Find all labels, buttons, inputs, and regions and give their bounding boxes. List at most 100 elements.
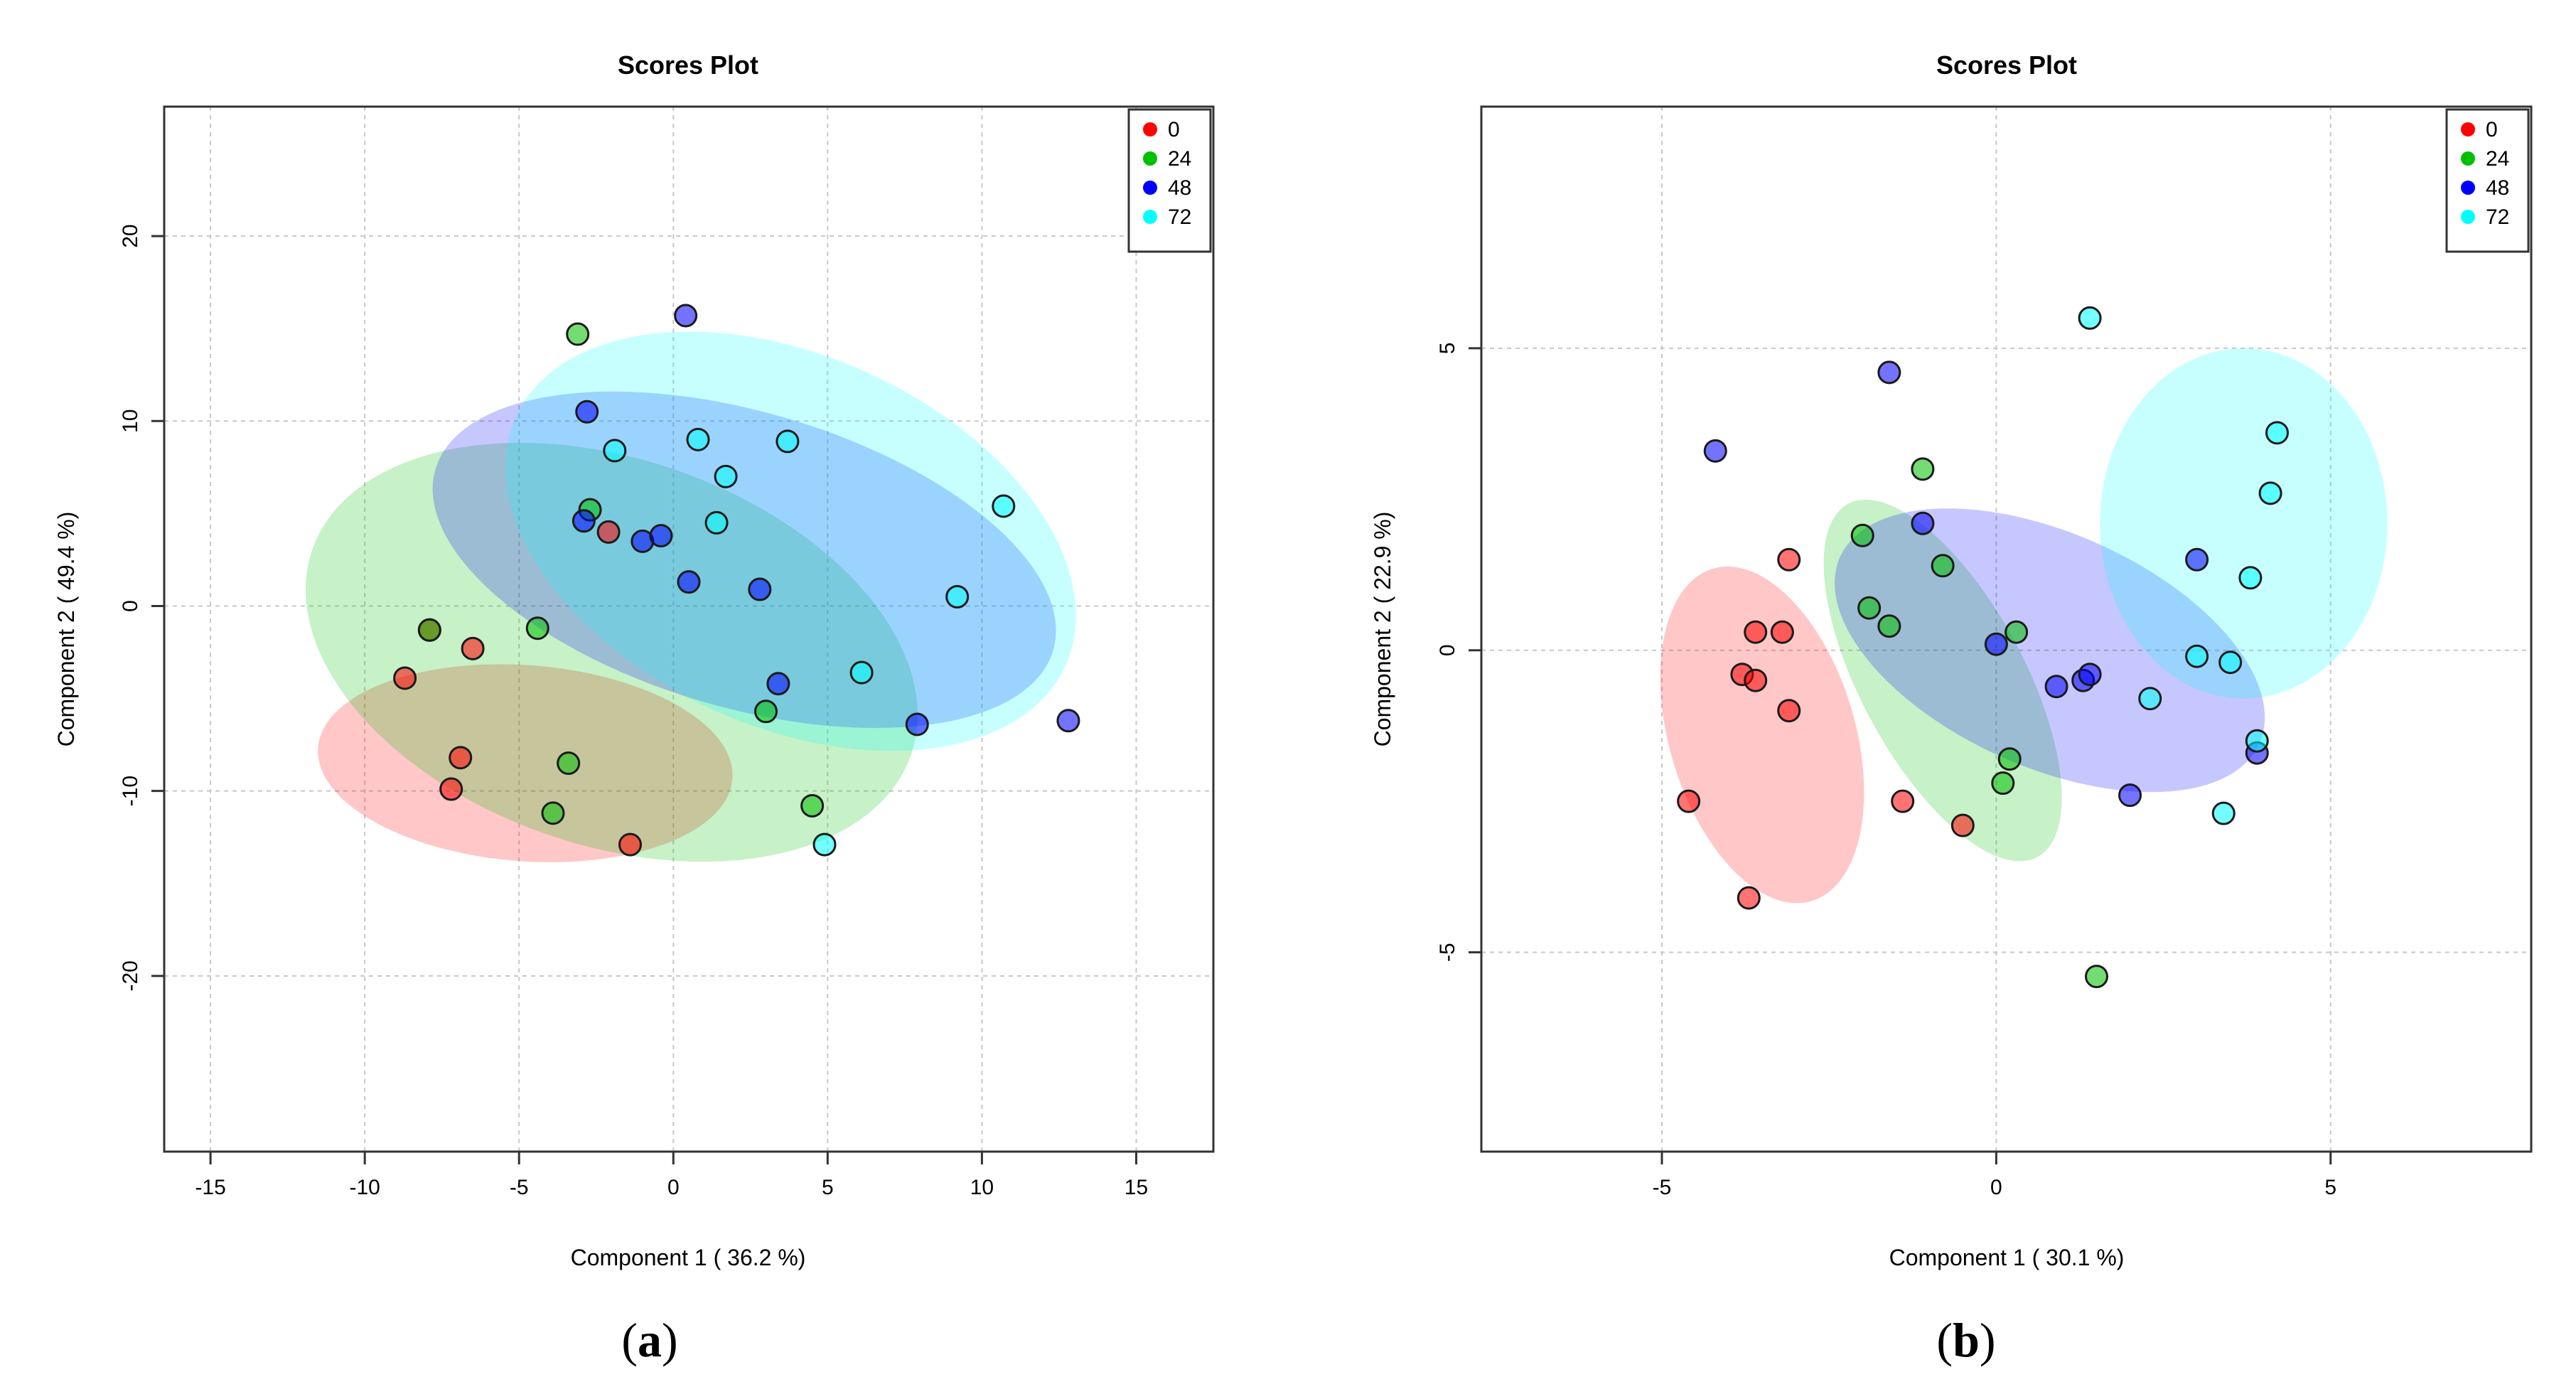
point-group-48 [571, 509, 596, 533]
point-group-48 [766, 672, 790, 696]
point-group-0 [1770, 620, 1794, 644]
point-group-48 [2078, 663, 2102, 687]
x-tick-label: -5 [510, 1176, 529, 1199]
panel-label-b: (b) [1936, 1313, 1995, 1367]
point-group-24 [2005, 620, 2029, 644]
ellipse-group-0 [1660, 567, 1864, 904]
point-group-24 [525, 616, 549, 640]
point-group-72 [603, 439, 627, 463]
point-group-24 [800, 793, 825, 818]
point-group-24 [1991, 771, 2015, 795]
point-group-0 [1737, 886, 1761, 910]
scores-plot-a: Scores Plot -15 -10 -5 0 5 10 15 -20 -10 0 10 20 C… [53, 50, 1215, 1367]
legend-label-24: 24 [2486, 147, 2509, 171]
point-group-0 [596, 520, 621, 544]
point-group-48 [1703, 439, 1727, 463]
x-tick-label: -5 [1653, 1176, 1672, 1199]
legend-label-48: 48 [2486, 176, 2509, 200]
y-tick-label: -20 [119, 960, 142, 991]
legend-marker-48 [1143, 181, 1157, 195]
point-group-0 [1777, 699, 1801, 723]
point-group-0 [1950, 813, 1975, 837]
point-group-24 [1931, 554, 1955, 578]
point-group-48 [905, 712, 929, 736]
legend-box [1127, 108, 1212, 253]
point-group-48 [1911, 511, 1935, 535]
legend-label-48: 48 [1168, 176, 1191, 200]
ellipse-group-72 [2100, 348, 2388, 699]
y-tick-label: 0 [1436, 644, 1459, 656]
point-group-24 [2085, 965, 2109, 989]
point-group-72 [992, 494, 1016, 518]
point-group-48 [674, 304, 698, 328]
x-tick-label: 15 [1125, 1176, 1148, 1199]
point-group-0 [439, 777, 463, 801]
point-group-48 [649, 524, 673, 548]
point-group-0 [618, 832, 643, 857]
point-group-0 [1891, 789, 1915, 813]
point-group-48 [1984, 632, 2008, 656]
legend-label-0: 0 [1168, 118, 1180, 141]
x-tick-label: -15 [195, 1176, 225, 1199]
point-group-72 [704, 510, 729, 535]
y-tick-label: -5 [1436, 943, 1459, 962]
ellipse-group-48 [1835, 508, 2265, 793]
point-group-72 [2211, 801, 2236, 825]
x-tick-label: 10 [970, 1176, 994, 1199]
legend-marker-48 [2461, 181, 2475, 195]
y-axis-label-b: Component 2 ( 22.9 %) [1370, 512, 1395, 747]
x-axis-label-b: Component 1 ( 30.1 %) [1889, 1245, 2125, 1270]
x-tick-label: 0 [1990, 1176, 2002, 1199]
chart-title-a: Scores Plot [618, 50, 758, 80]
plot-frame-a [163, 105, 1215, 1153]
point-group-0 [1777, 547, 1801, 572]
x-axis-label-a: Component 1 ( 36.2 %) [571, 1245, 806, 1270]
legend-label-72: 72 [1168, 205, 1191, 229]
legend-label-24: 24 [1168, 147, 1191, 171]
point-group-0 [1677, 789, 1701, 813]
point-group-72 [2185, 644, 2209, 668]
y-tick-label: 0 [119, 600, 142, 612]
point-group-48 [2118, 783, 2142, 808]
point-group-72 [812, 832, 837, 857]
point-group-72 [714, 464, 738, 488]
x-tick-label: -10 [349, 1176, 380, 1199]
point-group-72 [2258, 481, 2282, 505]
point-group-72 [776, 429, 800, 454]
point-group-48 [1056, 709, 1080, 733]
point-group-48 [575, 400, 599, 424]
point-group-48 [748, 577, 772, 601]
legend-label-0: 0 [2486, 118, 2498, 141]
y-axis-label-a: Component 2 ( 49.4 %) [53, 512, 79, 747]
legend-marker-0 [1143, 122, 1157, 136]
point-group-24 [566, 322, 590, 346]
point-group-72 [2078, 306, 2102, 330]
point-group-72 [2245, 729, 2269, 753]
point-group-24 [1857, 596, 1882, 620]
y-tick-label: 20 [119, 224, 142, 247]
legend-marker-72 [1143, 210, 1157, 224]
scores-plot-b: Scores Plot -5 0 5 -5 0 5 Component 1 ( 30.1… [1370, 50, 2533, 1367]
legend-marker-72 [2461, 210, 2475, 224]
point-group-0 [393, 666, 417, 690]
point-group-0 [461, 636, 485, 660]
point-group-24 [1911, 457, 1935, 481]
point-group-48 [2044, 675, 2068, 699]
x-tick-label: 5 [822, 1176, 834, 1199]
x-tick-label: 0 [667, 1176, 680, 1199]
point-group-72 [2238, 566, 2263, 590]
point-group-24 [1850, 523, 1874, 547]
point-group-0 [1744, 620, 1768, 644]
point-group-24 [1997, 747, 2022, 771]
plot-frame-b [1480, 105, 2533, 1153]
point-group-24 [541, 801, 565, 825]
legend-marker-24 [1143, 151, 1157, 166]
point-group-72 [2138, 687, 2162, 711]
point-group-0 [449, 746, 473, 770]
legend-marker-0 [2461, 122, 2475, 136]
point-group-72 [2265, 421, 2290, 445]
legend-label-72: 72 [2486, 205, 2509, 229]
point-group-48 [2185, 547, 2209, 572]
y-tick-label: 10 [119, 409, 142, 433]
point-group-0 [1744, 668, 1768, 692]
